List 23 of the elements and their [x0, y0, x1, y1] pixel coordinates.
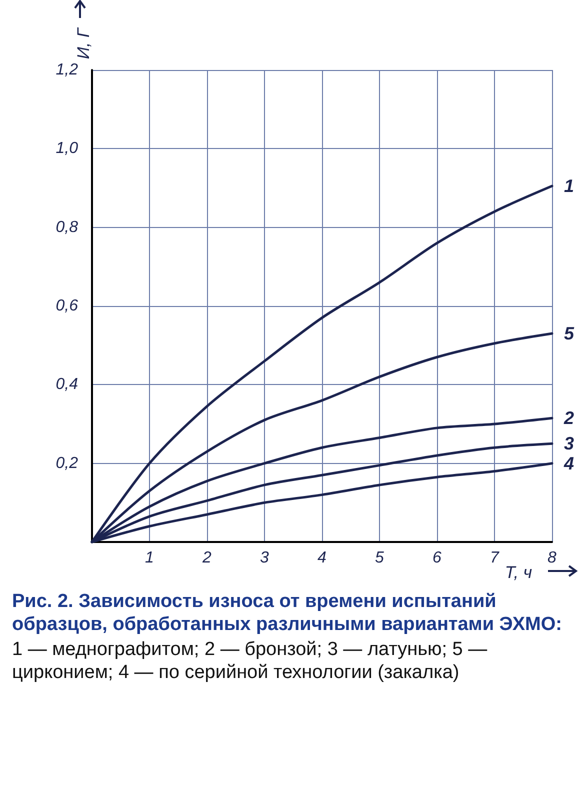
x-tick-label: 3	[260, 550, 270, 566]
series-label: 2	[563, 408, 574, 428]
y-tick-label: 0,8	[56, 218, 78, 236]
series-label: 5	[564, 324, 575, 344]
y-tick-label: 1,0	[56, 140, 78, 158]
x-tick-label: 4	[318, 550, 327, 566]
x-tick-label: 1	[145, 550, 154, 566]
x-tick-label: 6	[432, 550, 442, 566]
y-tick-label: 0,4	[56, 376, 78, 394]
x-tick-label: 2	[202, 550, 212, 566]
y-tick-label: 1,2	[56, 62, 78, 78]
x-tick-label: 5	[375, 550, 384, 566]
x-tick-label: 7	[490, 550, 500, 566]
series-label: 1	[564, 176, 574, 196]
series-label: 4	[563, 453, 574, 474]
y-axis-title: И, Г	[74, 26, 93, 60]
text: Рис. 2. Зависимость износа от времени испытаний образцов, обработанных различными вариантами ЭХМО:	[12, 590, 563, 636]
y-tick-label: 0,6	[56, 298, 78, 314]
x-axis-title: Т, ч	[504, 563, 532, 582]
x-tick-label: 8	[548, 550, 557, 566]
text: 1 — меднографитом; 2 — бронзой; 3 — латунью; 5 — цирконием; 4 — по серийной технологии (закалка)	[12, 638, 488, 684]
series-label: 3	[564, 434, 574, 454]
y-tick-label: 0,2	[56, 454, 78, 472]
